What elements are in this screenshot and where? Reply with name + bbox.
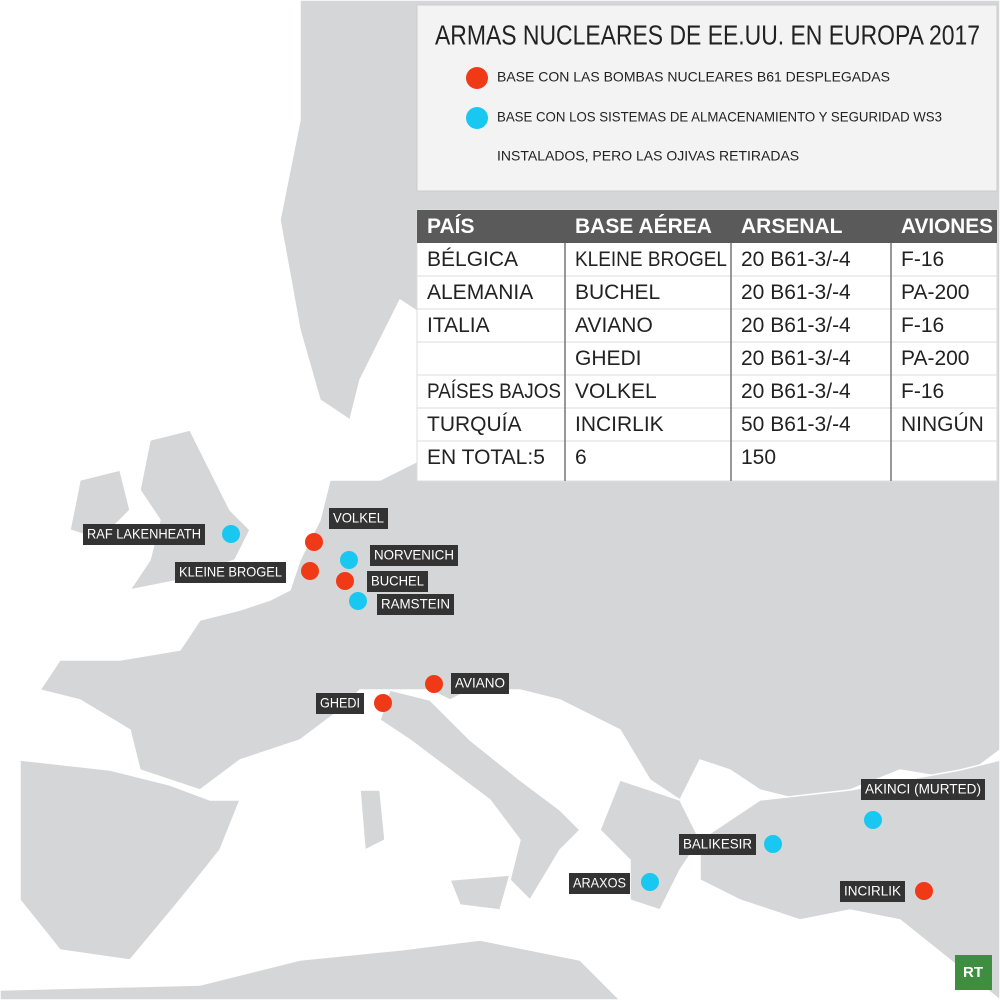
legend-text: INSTALADOS, PERO LAS OJIVAS RETIRADAS <box>497 148 799 164</box>
table-cell: BÉLGICA <box>427 248 518 271</box>
table-header-bg <box>417 210 997 243</box>
sicily <box>448 874 512 911</box>
table-cell: NINGÚN <box>901 413 984 436</box>
iberia <box>19 759 242 961</box>
table-cell: EN TOTAL:5 <box>427 446 545 469</box>
table-cell: GHEDI <box>575 347 642 370</box>
title-panel <box>416 4 998 192</box>
table-cell: 20 B61-3/-4 <box>741 314 851 337</box>
base-marker <box>864 811 882 829</box>
base-marker <box>222 525 240 543</box>
base-label-bg <box>451 673 509 694</box>
base-marker <box>915 882 933 900</box>
table-cell: 50 B61-3/-4 <box>741 413 851 436</box>
table-cell: BUCHEL <box>575 281 660 304</box>
table-cell: TURQUÍA <box>427 413 522 436</box>
logo-bg <box>955 955 992 990</box>
base-marker <box>336 572 354 590</box>
base-label: ARAXOS <box>573 875 626 891</box>
base-marker <box>301 562 319 580</box>
sardinia <box>359 789 386 852</box>
base-label: VOLKEL <box>333 510 384 526</box>
base-label-bg <box>316 693 364 714</box>
table-header: ARSENAL <box>741 215 843 238</box>
table-cell: VOLKEL <box>575 380 657 403</box>
base-label: AVIANO <box>455 675 505 691</box>
base-label-bg <box>329 508 388 529</box>
base-label: KLEINE BROGEL <box>179 564 282 580</box>
table-cell: F-16 <box>901 314 944 337</box>
legend-swatch <box>466 67 488 89</box>
base-label: BUCHEL <box>371 573 424 589</box>
turkey <box>699 759 1000 1000</box>
base-label-bg <box>367 571 428 592</box>
greece <box>599 779 701 911</box>
table-header: PAÍS <box>427 215 474 238</box>
table-cell: PAÍSES BAJOS <box>427 380 561 403</box>
table-cell: PA-200 <box>901 281 970 304</box>
base-label: RAF LAKENHEATH <box>87 526 201 542</box>
base-marker <box>349 592 367 610</box>
base-label: INCIRLIK <box>844 883 902 899</box>
table-cell: 20 B61-3/-4 <box>741 248 851 271</box>
legend-text: BASE CON LAS BOMBAS NUCLEARES B61 DESPLE… <box>497 69 890 85</box>
base-label: NORVENICH <box>374 547 454 563</box>
base-marker <box>764 835 782 853</box>
base-marker <box>641 873 659 891</box>
base-label: AKINCI (MURTED) <box>865 781 981 797</box>
base-label-bg <box>175 562 286 583</box>
base-marker <box>340 551 358 569</box>
table-cell: F-16 <box>901 248 944 271</box>
base-marker <box>305 533 323 551</box>
base-label-bg <box>861 779 985 800</box>
table-cell: ALEMANIA <box>427 281 533 304</box>
table-cell: PA-200 <box>901 347 970 370</box>
logo: RT <box>963 964 983 981</box>
base-label-bg <box>83 524 205 545</box>
table-cell: 6 <box>575 446 587 469</box>
title: ARMAS NUCLEARES DE EE.UU. EN EUROPA 2017 <box>435 19 980 50</box>
table-cell: INCIRLIK <box>575 413 664 436</box>
base-label-bg <box>840 881 905 902</box>
base-label: GHEDI <box>320 695 360 711</box>
table-header: AVIONES <box>901 215 993 238</box>
base-marker <box>374 694 392 712</box>
table-cell: 20 B61-3/-4 <box>741 347 851 370</box>
legend-swatch <box>466 107 488 129</box>
africa <box>0 939 622 1000</box>
base-label-bg <box>569 873 630 894</box>
base-label-bg <box>370 545 458 566</box>
table-cell: AVIANO <box>575 314 653 337</box>
base-label-bg <box>377 594 454 615</box>
table-header: BASE AÉREA <box>575 215 712 238</box>
table-cell: 150 <box>741 446 776 469</box>
table-cell: 20 B61-3/-4 <box>741 380 851 403</box>
legend-text: BASE CON LOS SISTEMAS DE ALMACENAMIENTO … <box>497 109 942 125</box>
table-bg <box>416 209 998 482</box>
base-label: BALIKESIR <box>683 836 752 852</box>
table-cell: KLEINE BROGEL <box>575 248 727 271</box>
base-label-bg <box>679 834 756 855</box>
base-label: RAMSTEIN <box>381 596 450 612</box>
table-cell: 20 B61-3/-4 <box>741 281 851 304</box>
table-cell: F-16 <box>901 380 944 403</box>
table-cell: ITALIA <box>427 314 490 337</box>
italy <box>379 689 582 902</box>
base-marker <box>425 675 443 693</box>
